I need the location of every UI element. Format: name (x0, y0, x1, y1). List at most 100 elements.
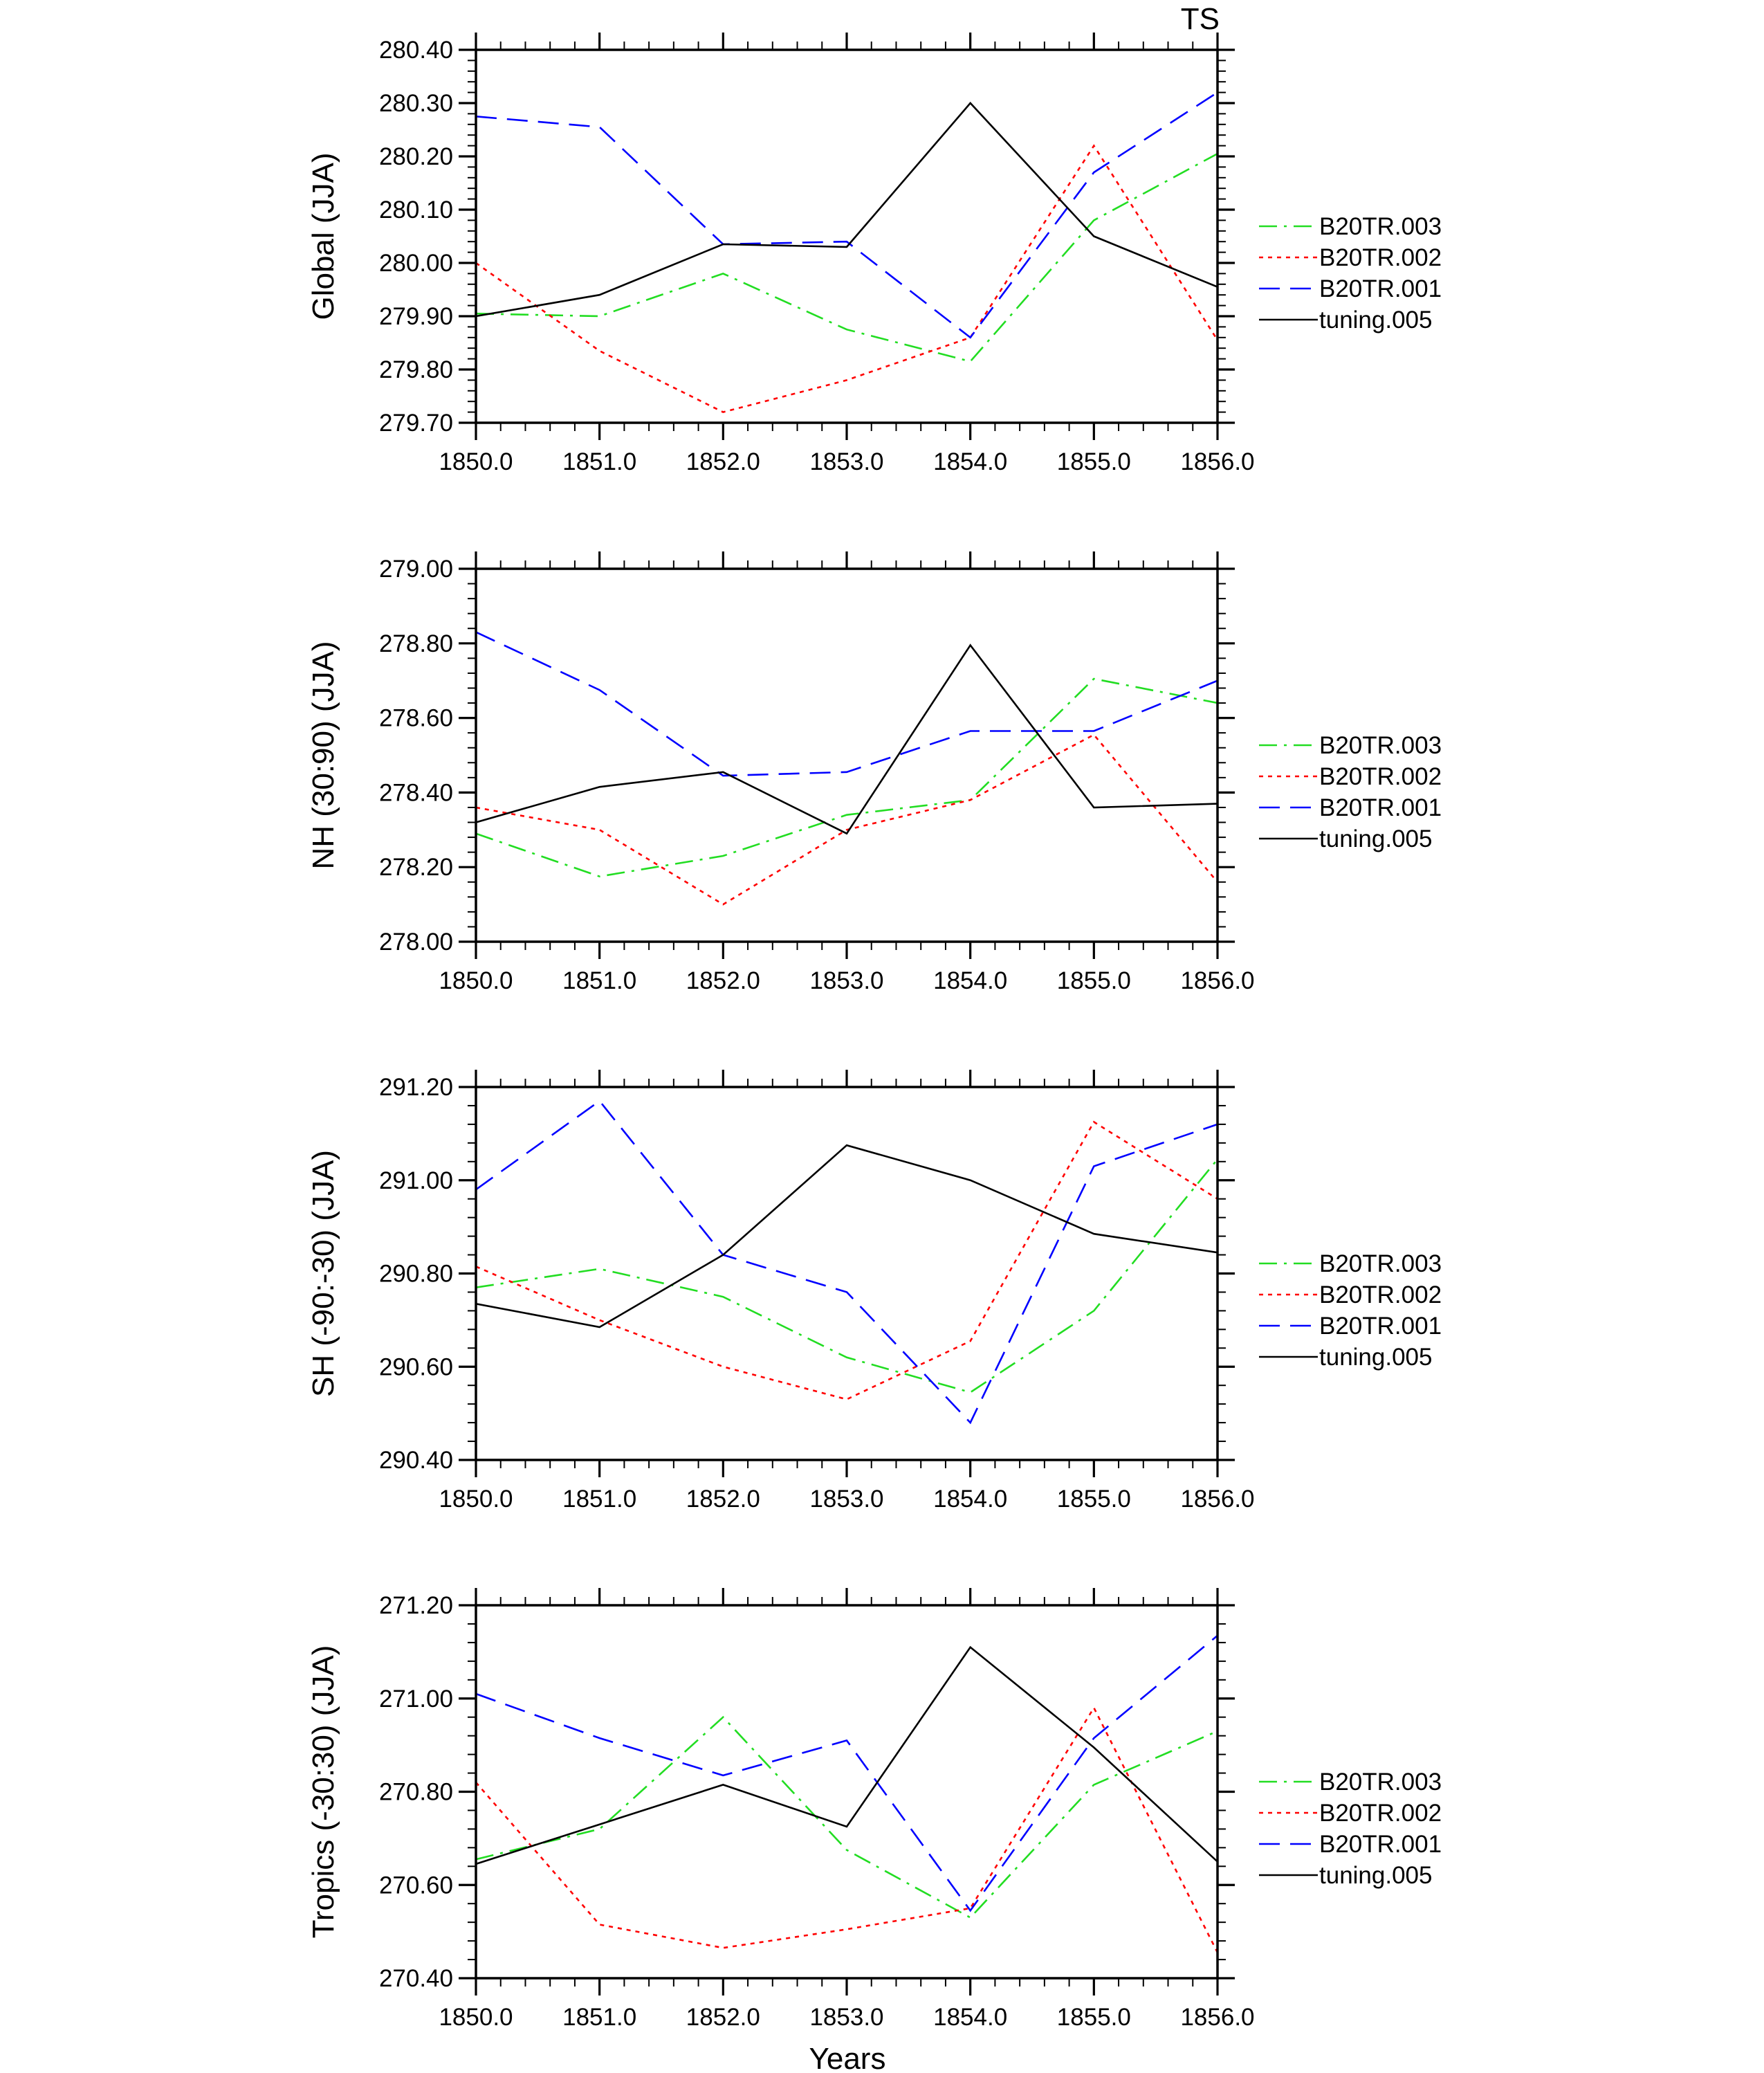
legend-label: B20TR.003 (1319, 213, 1442, 240)
legend-label: tuning.005 (1319, 825, 1432, 852)
panel-4: 1850.0 1851.0 1852.0 1853.0 1854.0 1855.0 1856… (306, 1588, 1442, 2031)
x-tick-label: 1855.0 (1057, 448, 1131, 475)
x-tick-label: 1856.0 (1180, 967, 1254, 994)
x-tick-label: 1851.0 (562, 2004, 636, 2031)
x-tick-label: 1855.0 (1057, 2004, 1131, 2031)
x-tick-label: 1850.0 (439, 967, 513, 994)
x-tick-label: 1851.0 (562, 448, 636, 475)
x-tick-label: 1854.0 (933, 448, 1007, 475)
y-tick-label: 280.40 (379, 37, 453, 64)
y-tick-label: 279.80 (379, 356, 453, 383)
legend-label: B20TR.001 (1319, 1831, 1442, 1858)
y-tick-label: 290.80 (379, 1261, 453, 1288)
x-tick-label: 1852.0 (686, 2004, 760, 2031)
plot-frame (475, 567, 1219, 943)
y-tick-label: 278.80 (379, 630, 453, 657)
y-tick-label: 278.20 (379, 854, 453, 881)
series-line-tuning-005 (476, 1144, 1218, 1328)
y-tick-label: 279.00 (379, 556, 453, 583)
x-tick-label: 1850.0 (439, 1486, 513, 1513)
y-axis-label: Tropics (-30:30) (JJA) (306, 1645, 340, 1939)
y-axis-label: SH (-90:-30) (JJA) (306, 1150, 340, 1397)
series-line-b20tr-003 (476, 1715, 1218, 1919)
legend-label: B20TR.001 (1319, 275, 1442, 302)
x-tick-label: 1856.0 (1180, 2004, 1254, 2031)
series-line-tuning-005 (476, 643, 1218, 835)
y-tick-label: 270.60 (379, 1872, 453, 1899)
legend-label: tuning.005 (1319, 1862, 1432, 1889)
series-line-b20tr-003 (476, 152, 1218, 363)
series-line-tuning-005 (476, 1645, 1218, 1865)
y-tick-label: 290.60 (379, 1353, 453, 1380)
x-tick-label: 1854.0 (933, 2004, 1007, 2031)
x-tick-label: 1854.0 (933, 1486, 1007, 1513)
x-tick-label: 1853.0 (809, 2004, 883, 2031)
x-tick-label: 1856.0 (1180, 1486, 1254, 1513)
y-tick-label: 280.20 (379, 143, 453, 170)
figure-title: TS (1181, 2, 1220, 36)
x-tick-label: 1854.0 (933, 967, 1007, 994)
x-tick-label: 1856.0 (1180, 448, 1254, 475)
legend-label: B20TR.003 (1319, 1769, 1442, 1796)
legend-label: B20TR.002 (1319, 1281, 1442, 1308)
series-line-b20tr-002 (476, 1706, 1218, 1953)
y-tick-label: 278.40 (379, 779, 453, 806)
series-line-b20tr-001 (476, 1099, 1218, 1425)
y-tick-label: 270.40 (379, 1965, 453, 1992)
series-line-b20tr-002 (476, 1120, 1218, 1400)
legend-label: B20TR.002 (1319, 763, 1442, 790)
y-tick-label: 278.00 (379, 929, 453, 956)
series-line-b20tr-003 (476, 677, 1218, 878)
legend-label: B20TR.001 (1319, 1313, 1442, 1340)
panel-1: 1850.0 1851.0 1852.0 1853.0 1854.0 1855.0 1856… (306, 33, 1442, 475)
x-tick-label: 1855.0 (1057, 1486, 1131, 1513)
y-axis-label: NH (30:90) (JJA) (306, 641, 340, 869)
x-axis-title: Years (809, 2042, 886, 2073)
series-line-b20tr-001 (476, 1634, 1218, 1912)
series-line-b20tr-002 (476, 144, 1218, 413)
chart-panels: 1850.0 1851.0 1852.0 1853.0 1854.0 1855.0 1856… (306, 33, 1442, 2031)
plot-frame (475, 1604, 1219, 1980)
x-tick-label: 1851.0 (562, 1486, 636, 1513)
y-tick-label: 279.70 (379, 410, 453, 437)
x-tick-label: 1851.0 (562, 967, 636, 994)
y-tick-label: 291.00 (379, 1167, 453, 1194)
x-tick-label: 1853.0 (809, 448, 883, 475)
legend-label: B20TR.002 (1319, 1800, 1442, 1827)
series-line-tuning-005 (476, 102, 1218, 318)
legend-label: B20TR.003 (1319, 732, 1442, 759)
series-line-b20tr-003 (476, 1158, 1218, 1394)
x-tick-label: 1853.0 (809, 967, 883, 994)
y-axis-label: Global (JJA) (306, 152, 340, 320)
series-line-b20tr-002 (476, 733, 1218, 906)
panel-2: 1850.0 1851.0 1852.0 1853.0 1854.0 1855.0 1856… (306, 551, 1442, 994)
legend-label: B20TR.001 (1319, 794, 1442, 821)
y-tick-label: 280.00 (379, 250, 453, 277)
x-tick-label: 1852.0 (686, 967, 760, 994)
legend-label: B20TR.002 (1319, 244, 1442, 271)
series-line-b20tr-001 (476, 631, 1218, 777)
panel-3: 1850.0 1851.0 1852.0 1853.0 1854.0 1855.0 1856… (306, 1070, 1442, 1513)
y-tick-label: 290.40 (379, 1447, 453, 1474)
x-tick-label: 1852.0 (686, 1486, 760, 1513)
x-tick-label: 1855.0 (1057, 967, 1131, 994)
y-tick-label: 291.20 (379, 1074, 453, 1101)
legend-label: tuning.005 (1319, 1344, 1432, 1371)
x-tick-label: 1850.0 (439, 2004, 513, 2031)
x-tick-label: 1850.0 (439, 448, 513, 475)
y-tick-label: 279.90 (379, 303, 453, 330)
plot-frame (475, 48, 1219, 424)
x-tick-label: 1853.0 (809, 1486, 883, 1513)
legend-label: B20TR.003 (1319, 1250, 1442, 1277)
series-line-b20tr-001 (476, 91, 1218, 339)
x-tick-label: 1852.0 (686, 448, 760, 475)
plot-frame (475, 1086, 1219, 1461)
y-tick-label: 271.20 (379, 1592, 453, 1619)
y-tick-label: 280.10 (379, 197, 453, 223)
y-tick-label: 278.60 (379, 705, 453, 732)
y-tick-label: 271.00 (379, 1686, 453, 1713)
y-tick-label: 280.30 (379, 90, 453, 117)
y-tick-label: 270.80 (379, 1779, 453, 1806)
legend-label: tuning.005 (1319, 307, 1432, 334)
